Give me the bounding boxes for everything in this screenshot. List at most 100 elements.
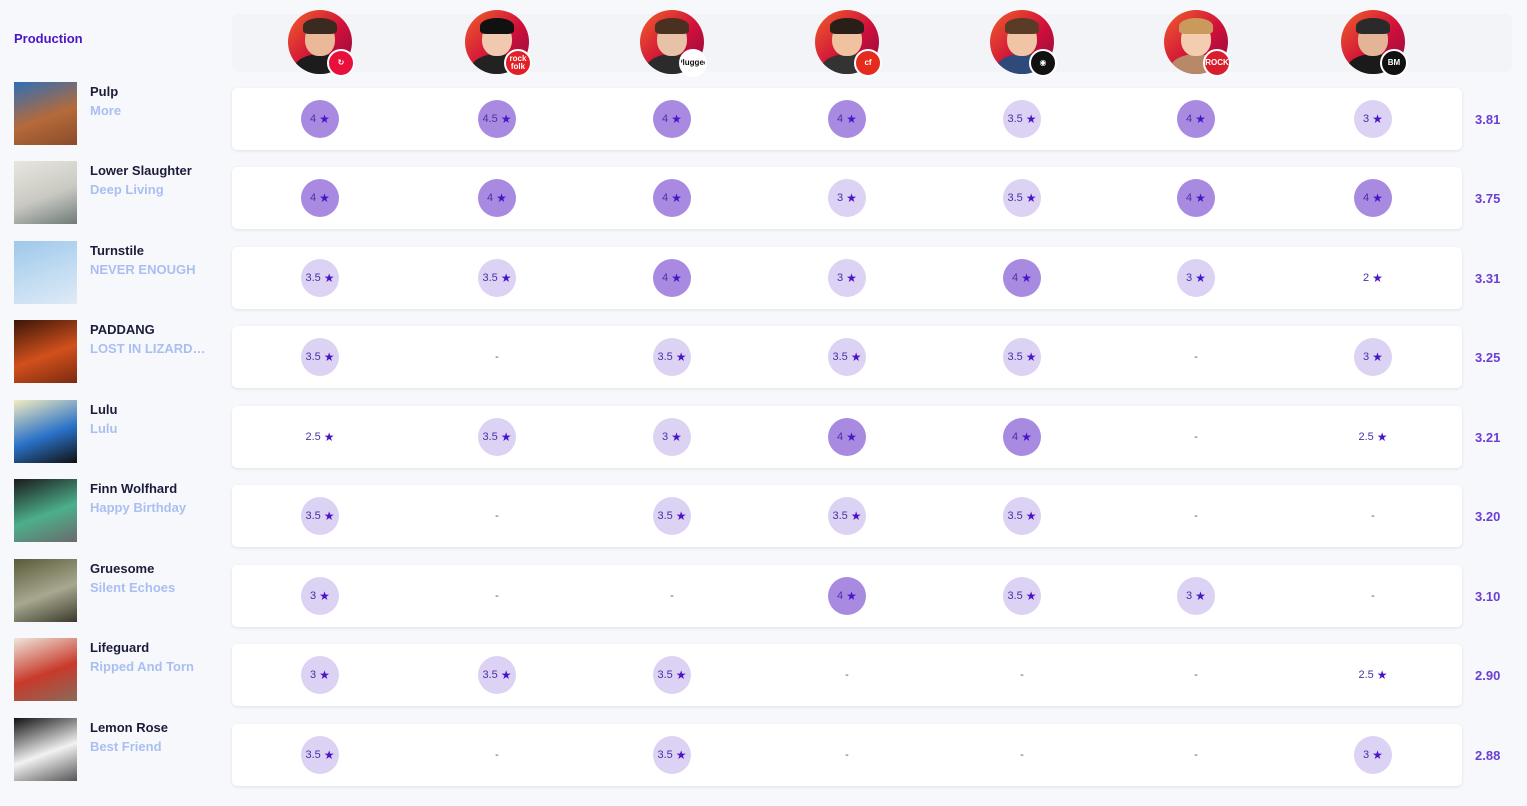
rating-value: 3.5 [657,669,673,681]
rating-pill: 4 ★ [653,259,691,297]
rating-cell: - [1003,736,1041,774]
album-cover[interactable] [14,479,77,542]
album-title[interactable]: Lulu [90,421,118,436]
rating-pill: 3.5 ★ [478,418,516,456]
album-cover[interactable] [14,559,77,622]
table-row[interactable]: Finn Wolfhard Happy Birthday 3.5 ★ -3.5 ★ 3.5 ★… [0,479,1527,549]
rating-cell: 3.5 ★ [301,259,339,297]
rating-pill: 4 ★ [301,179,339,217]
no-rating: - [495,510,499,522]
critic-avatar[interactable]: ◉ [990,10,1057,77]
star-icon: ★ [1372,191,1383,205]
album-title[interactable]: More [90,103,122,118]
critic-avatar[interactable]: ROCK [1164,10,1231,77]
rating-cell: 4 ★ [828,577,866,615]
no-rating: - [1194,431,1198,443]
artist-name[interactable]: PADDANG [90,322,155,337]
rating-cell: 3 ★ [1177,259,1215,297]
rating-value: 3.5 [482,431,498,443]
rating-value: 3 [662,431,669,443]
category-label: Production [14,31,83,46]
album-title[interactable]: Silent Echoes [90,580,176,595]
rating-pill: 4 ★ [653,179,691,217]
album-title[interactable]: Best Friend [90,739,162,754]
rating-pill: 3.5 ★ [301,338,339,376]
rating-cell: 3 ★ [1354,100,1392,138]
critic-avatar[interactable]: BM [1341,10,1408,77]
album-title[interactable]: Happy Birthday [90,500,187,515]
artist-name[interactable]: Finn Wolfhard [90,481,178,496]
publication-badge-icon: cf [854,49,882,77]
rating-value: 4 [662,192,669,204]
star-icon: ★ [671,430,682,444]
album-title[interactable]: NEVER ENOUGH [90,262,196,277]
critic-avatar[interactable]: cf [815,10,882,77]
table-row[interactable]: Lemon Rose Best Friend 3.5 ★ -3.5 ★ - - -3 ★ 2.88 [0,718,1527,788]
rating-pill: 4.5 ★ [478,100,516,138]
artist-name[interactable]: Turnstile [90,243,144,258]
rating-value: 4 [837,113,844,125]
rating-cell: 3 ★ [1354,338,1392,376]
rating-value: 3.5 [305,351,321,363]
artist-name[interactable]: Lemon Rose [90,720,169,735]
album-title[interactable]: Deep Living [90,182,164,197]
table-row[interactable]: Pulp More 4 ★ 4.5 ★ 4 ★ 4 ★ 3.5 ★ 4 ★ 3 ★ 3.81 [0,82,1527,152]
no-rating: - [1194,510,1198,522]
rating-pill: 3.5 ★ [1003,100,1041,138]
rating-cell: - [478,497,516,535]
rating-cell: 3 ★ [301,577,339,615]
star-icon: ★ [1021,430,1032,444]
rating-value: 3 [837,272,844,284]
no-rating: - [1020,749,1024,761]
star-icon: ★ [675,748,687,762]
star-icon: ★ [1376,430,1388,444]
star-icon: ★ [846,271,857,285]
album-cover[interactable] [14,400,77,463]
rating-value: 2.5 [305,431,321,443]
publication-badge-icon: Plugged [679,49,707,77]
album-cover[interactable] [14,82,77,145]
rating-cell: 3.5 ★ [1003,100,1041,138]
artist-name[interactable]: Pulp [90,84,119,99]
star-icon: ★ [846,191,857,205]
rating-cell: - [828,656,866,694]
album-cover[interactable] [14,161,77,224]
album-cover[interactable] [14,718,77,781]
album-cover[interactable] [14,320,77,383]
table-row[interactable]: Gruesome Silent Echoes 3 ★ - -4 ★ 3.5 ★ 3 ★ -3.10 [0,559,1527,629]
critic-avatar[interactable]: rock folk [465,10,532,77]
rating-cell: - [1177,656,1215,694]
critic-avatar[interactable]: ↻ [288,10,355,77]
rating-value: 4 [1186,192,1193,204]
rating-value: 3 [1363,113,1370,125]
table-row[interactable]: Lifeguard Ripped And Torn 3 ★ 3.5 ★ 3.5 ★ - - -2.5… [0,638,1527,708]
artist-name[interactable]: Lulu [90,402,118,417]
album-title[interactable]: LOST IN LIZARDLAND [90,341,208,356]
rating-cell: - [1177,736,1215,774]
no-rating: - [1371,590,1375,602]
table-row[interactable]: Lower Slaughter Deep Living 4 ★ 4 ★ 4 ★ 3 ★ 3.5 ★ 4 ★… [0,161,1527,231]
star-icon: ★ [500,668,512,682]
star-icon: ★ [323,350,335,364]
table-row[interactable]: Turnstile NEVER ENOUGH 3.5 ★ 3.5 ★ 4 ★ 3 ★ 4 ★ 3 ★ 2 ★ 3… [0,241,1527,311]
album-title[interactable]: Ripped And Torn [90,659,194,674]
star-icon: ★ [323,509,335,523]
critic-avatar[interactable]: Plugged [640,10,707,77]
artist-name[interactable]: Lifeguard [90,640,150,655]
album-cover[interactable] [14,241,77,304]
album-cover[interactable] [14,638,77,701]
publication-badge-icon: BM [1380,49,1408,77]
rating-pill: 3.5 ★ [478,656,516,694]
star-icon: ★ [675,509,687,523]
star-icon: ★ [1372,271,1383,285]
artist-name[interactable]: Gruesome [90,561,155,576]
rating-pill: 3.5 ★ [1003,497,1041,535]
rating-cell: 3.5 ★ [828,338,866,376]
rating-pill: 3.5 ★ [1003,577,1041,615]
star-icon: ★ [1025,509,1037,523]
star-icon: ★ [671,271,682,285]
table-row[interactable]: Lulu Lulu 2.5 ★ 3.5 ★ 3 ★ 4 ★ 4 ★ -2.5 ★ 3.21 [0,400,1527,470]
artist-name[interactable]: Lower Slaughter [90,163,192,178]
rating-cell: 4 ★ [828,100,866,138]
